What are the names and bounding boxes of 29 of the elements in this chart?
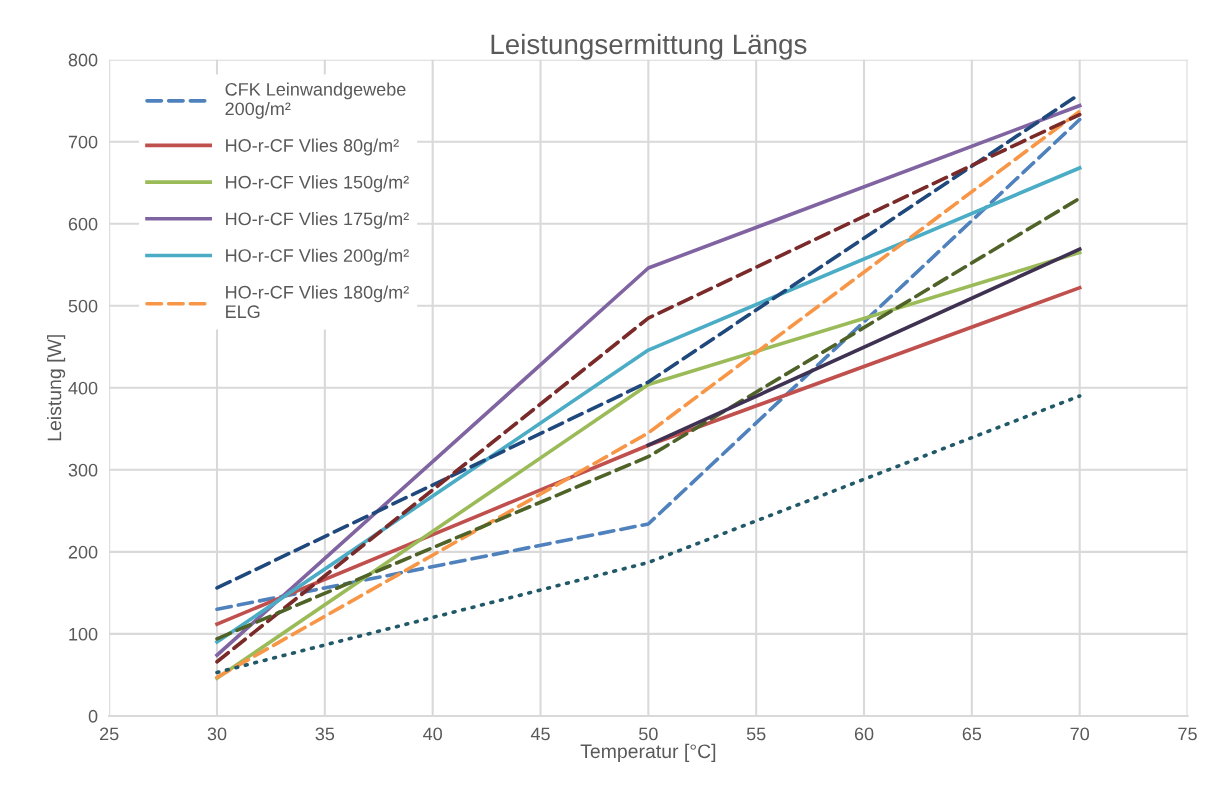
x-tick-label: 35 (315, 727, 335, 741)
y-tick-label: 700 (68, 135, 98, 149)
x-tick-label: 30 (207, 727, 227, 741)
legend-label: HO-r-CF Vlies 200g/m² (226, 248, 409, 266)
x-tick-label: 55 (746, 727, 766, 741)
y-tick-label: 800 (68, 53, 98, 67)
x-tick-label: 25 (100, 727, 119, 741)
legend-label: HO-r-CF Vlies 150g/m² (226, 175, 409, 193)
y-tick-label: 500 (68, 299, 98, 313)
chart-title: Leistungsermittung Längs (491, 33, 807, 60)
x-tick-label: 40 (423, 727, 443, 741)
x-tick-label: 65 (962, 727, 982, 741)
legend-label: CFK Leinwandgewebe 200g/m² (225, 82, 406, 119)
y-tick-label: 600 (68, 217, 98, 231)
legend-label: HO-r-CF Vlies 175g/m² (226, 212, 409, 229)
y-axis-title: Leistung [W] (47, 335, 66, 441)
legend-label: HO-r-CF Vlies 80g/m² (226, 138, 399, 156)
legend-label: HO-r-CF Vlies 180g/m² ELG (226, 285, 409, 319)
x-tick-label: 75 (1178, 727, 1197, 741)
x-tick-label: 45 (530, 727, 550, 741)
x-tick-label: 50 (639, 727, 658, 741)
y-tick-label: 300 (68, 463, 98, 477)
x-axis-title: Temperatur [°C] (580, 743, 716, 762)
y-tick-label: 0 (88, 709, 98, 723)
x-tick-label: 70 (1070, 727, 1090, 741)
y-tick-label: 400 (68, 381, 98, 395)
y-tick-label: 100 (69, 627, 98, 641)
y-tick-label: 200 (68, 545, 98, 559)
x-tick-label: 60 (854, 727, 874, 741)
